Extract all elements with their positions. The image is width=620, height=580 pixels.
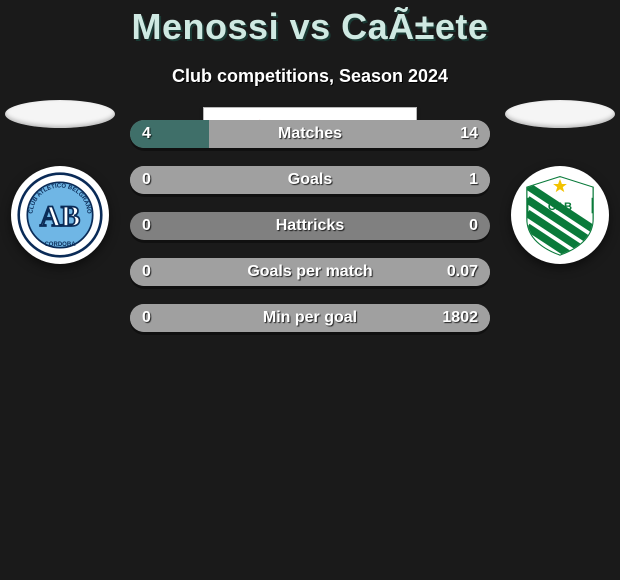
left-team-column: CLUB ATLETICO BELGRANO AB CORDOBA [0,100,120,264]
stats-table: Matches414 Goals01 Hattricks00 Goals per ma… [130,120,490,350]
stat-seg-right [209,120,490,148]
stat-pill [130,166,490,194]
page-subtitle: Club competitions, Season 2024 [0,66,620,87]
stat-seg-right [130,258,490,286]
right-ellipse-decor [505,100,615,128]
right-team-column: CAB [500,100,620,264]
stat-row: Goals01 [130,166,490,194]
stat-pill [130,258,490,286]
left-team-crest: CLUB ATLETICO BELGRANO AB CORDOBA [11,166,109,264]
stat-row: Hattricks00 [130,212,490,240]
left-ellipse-decor [5,100,115,128]
stat-row: Matches414 [130,120,490,148]
stat-pill [130,304,490,332]
stat-row: Goals per match00.07 [130,258,490,286]
belgrano-crest-icon: CLUB ATLETICO BELGRANO AB CORDOBA [17,172,103,258]
stat-pill [130,120,490,148]
stat-seg-left [130,120,209,148]
banfield-crest-icon: CAB [517,172,603,258]
svg-text:CORDOBA: CORDOBA [44,242,76,248]
svg-text:AB: AB [40,201,81,233]
stat-pill [130,212,490,240]
stat-row: Min per goal01802 [130,304,490,332]
comparison-widget: Menossi vs CaÃ±ete Club competitions, Se… [0,0,620,580]
right-team-crest: CAB [511,166,609,264]
stat-seg-right [130,166,490,194]
stat-seg-right [130,304,490,332]
page-title: Menossi vs CaÃ±ete [0,0,620,48]
